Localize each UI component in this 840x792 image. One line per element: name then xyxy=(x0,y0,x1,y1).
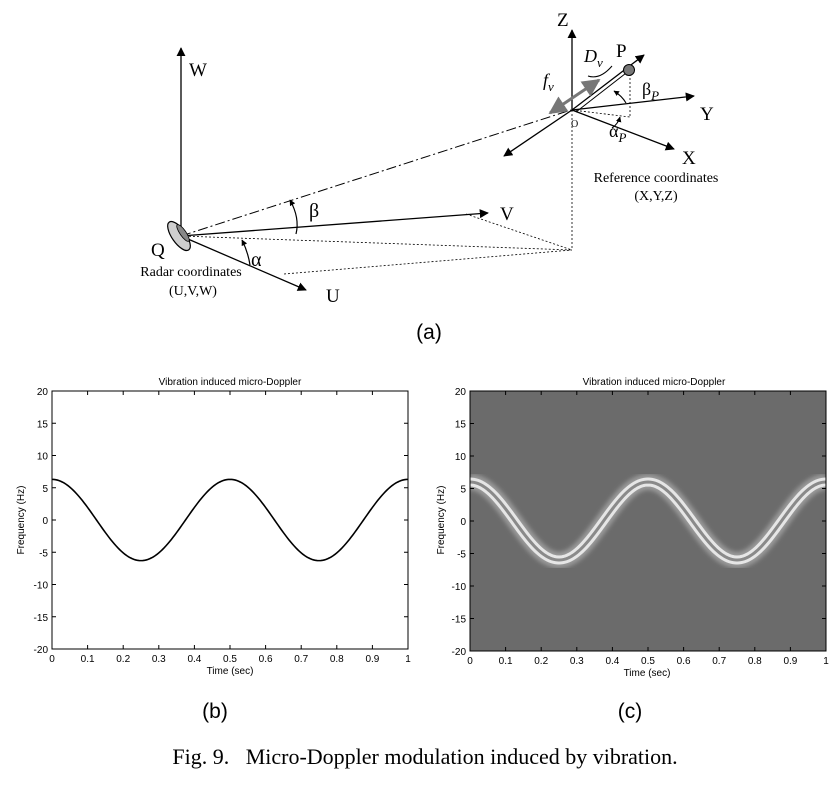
projection-dotted xyxy=(283,249,573,275)
projection-dotted xyxy=(465,213,573,251)
y-tick-label: 15 xyxy=(455,420,467,431)
alpha-arc xyxy=(241,239,251,266)
radar-coordinates-label: Radar coordinates xyxy=(140,265,241,280)
radar-coordinates-sub: (U,V,W) xyxy=(169,284,217,299)
x-tick-label: 0.8 xyxy=(748,656,762,667)
y-axis-label: Frequency (Hz) xyxy=(436,486,447,555)
x-tick-label: 0.7 xyxy=(712,656,726,667)
alpha-p-label: αP xyxy=(609,121,626,145)
y-tick-label: 5 xyxy=(460,485,466,496)
dv-arc xyxy=(587,65,613,78)
spectrogram-core xyxy=(470,480,826,562)
series-line xyxy=(51,478,409,562)
y-tick-label: -15 xyxy=(452,615,467,626)
line-of-sight xyxy=(180,109,572,237)
beta-label: β xyxy=(309,200,319,222)
caption-b: (b) xyxy=(202,700,228,723)
chart-title: Vibration induced micro-Doppler xyxy=(159,377,302,388)
u-axis xyxy=(180,235,307,291)
plot-frame xyxy=(51,390,409,650)
x-tick-label: 1 xyxy=(405,654,411,665)
line-chart: Vibration induced micro-Doppler Time (se… xyxy=(16,377,411,677)
y-tick-label: 10 xyxy=(37,452,49,463)
q-label: Q xyxy=(151,240,165,261)
x-axis-label: Time (sec) xyxy=(207,666,254,677)
y-tick-label: -20 xyxy=(34,645,49,656)
x-tick-label: 0.5 xyxy=(223,654,237,665)
y-tick-label: -15 xyxy=(34,613,49,624)
y-tick-label: 20 xyxy=(455,387,467,398)
u-label: U xyxy=(326,286,340,307)
alpha-label: α xyxy=(251,249,262,271)
spectrogram-background xyxy=(470,391,826,651)
w-label: W xyxy=(189,60,207,81)
x-tick-label: 0.3 xyxy=(570,656,584,667)
y-tick-label: -10 xyxy=(34,581,49,592)
p-direction xyxy=(571,54,645,111)
caption-a: (a) xyxy=(416,321,442,344)
x-tick-label: 0.2 xyxy=(534,656,548,667)
v-label: V xyxy=(500,204,514,225)
x-tick-label: 0.6 xyxy=(677,656,691,667)
spectrogram-chart: Vibration induced micro-Doppler Time (se… xyxy=(436,377,829,679)
fv-label: fv xyxy=(543,70,554,94)
beta-p-label: βP xyxy=(642,79,659,103)
x-tick-label: 0 xyxy=(467,656,473,667)
x-tick-label: 0.9 xyxy=(365,654,379,665)
y-tick-label: 20 xyxy=(37,387,49,398)
x-tick-label: 0.4 xyxy=(605,656,619,667)
x-tick-label: 0.6 xyxy=(259,654,273,665)
chart-title: Vibration induced micro-Doppler xyxy=(583,377,726,388)
x-axis xyxy=(571,109,675,151)
x-tick-label: 0.7 xyxy=(294,654,308,665)
x-label: X xyxy=(682,148,696,169)
figure-caption: Fig. 9. Micro-Doppler modulation induced… xyxy=(172,744,677,769)
x-tick-label: 0 xyxy=(49,654,55,665)
negative-axis xyxy=(503,109,573,157)
o-label: O xyxy=(571,119,578,130)
caption-c: (c) xyxy=(618,700,643,723)
y-label: Y xyxy=(700,104,714,125)
y-tick-label: 10 xyxy=(455,452,467,463)
y-tick-label: -10 xyxy=(452,582,467,593)
x-tick-label: 0.3 xyxy=(152,654,166,665)
x-tick-label: 0.5 xyxy=(641,656,655,667)
y-tick-label: 0 xyxy=(42,516,48,527)
y-tick-label: -5 xyxy=(39,548,48,559)
x-tick-label: 0.8 xyxy=(330,654,344,665)
reference-coordinates-sub: (X,Y,Z) xyxy=(634,189,678,204)
y-tick-label: 0 xyxy=(460,517,466,528)
y-tick-label: -20 xyxy=(452,647,467,658)
p-label: P xyxy=(616,41,627,62)
beta-p-arc xyxy=(613,90,627,104)
radar-dish-inner xyxy=(176,224,190,242)
x-tick-label: 0.9 xyxy=(783,656,797,667)
reference-coordinates-label: Reference coordinates xyxy=(594,171,719,186)
x-tick-label: 0.1 xyxy=(499,656,513,667)
x-axis-label: Time (sec) xyxy=(624,668,671,679)
y-axis-label: Frequency (Hz) xyxy=(16,486,27,555)
dv-label: Dv xyxy=(583,46,603,70)
x-tick-label: 0.1 xyxy=(81,654,95,665)
fv-arrow xyxy=(548,78,601,115)
x-tick-label: 0.2 xyxy=(116,654,130,665)
geometry-diagram: W U V Z Y X Q P O α β βP αP Dv fv Radar … xyxy=(140,10,718,307)
beta-arc xyxy=(289,199,298,235)
point-p xyxy=(623,64,635,76)
projection-dotted xyxy=(180,235,573,251)
z-label: Z xyxy=(557,10,569,31)
x-tick-label: 1 xyxy=(823,656,829,667)
y-tick-label: -5 xyxy=(457,550,466,561)
y-axis xyxy=(571,92,695,111)
alpha-p-arc xyxy=(611,116,622,129)
v-axis xyxy=(180,209,489,237)
y-tick-label: 5 xyxy=(42,484,48,495)
x-tick-label: 0.4 xyxy=(187,654,201,665)
y-tick-label: 15 xyxy=(37,419,49,430)
